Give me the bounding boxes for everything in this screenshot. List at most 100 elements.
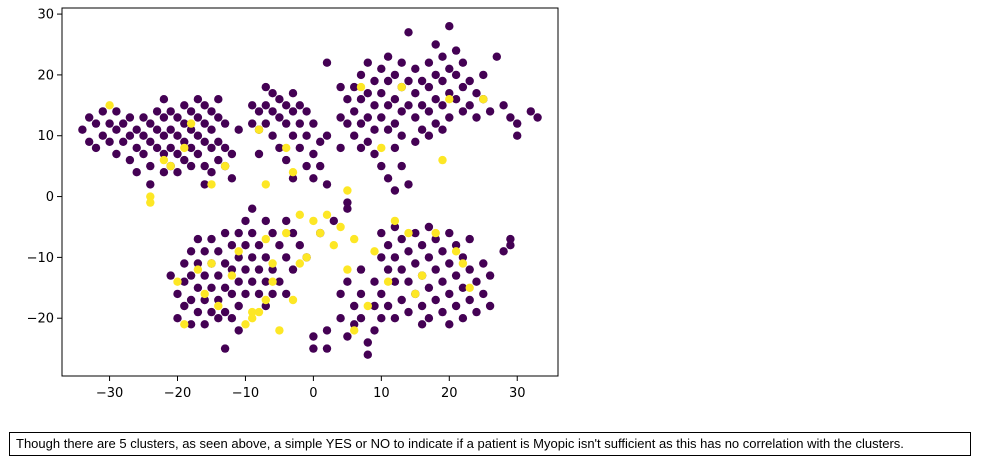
scatter-point-class_0 [227,314,237,323]
scatter-point-class_0 [343,119,352,128]
scatter-point-class_0 [451,301,461,311]
scatter-point-class_0 [465,101,474,110]
scatter-point-class_0 [112,149,121,159]
scatter-point-class_0 [193,283,203,292]
scatter-point-class_0 [248,277,257,286]
scatter-point-class_0 [227,241,237,250]
scatter-point-class_0 [417,125,427,134]
scatter-point-class_1 [241,320,250,329]
scatter-point-class_0 [431,234,440,244]
scatter-point-class_0 [370,125,379,134]
scatter-point-class_0 [166,271,175,280]
scatter-point-class_0 [186,247,196,256]
scatter-point-class_0 [350,301,359,311]
scatter-point-class_0 [383,301,393,311]
scatter-point-class_0 [343,332,352,341]
scatter-point-class_0 [404,28,413,37]
scatter-point-class_0 [343,277,352,286]
scatter-point-class_0 [119,137,128,146]
scatter-point-class_1 [207,259,216,268]
scatter-point-class_0 [200,101,209,110]
y-tick-label: −20 [27,312,54,327]
scatter-point-class_0 [343,198,352,207]
scatter-point-class_1 [451,247,461,256]
scatter-point-class_0 [336,82,345,92]
scatter-point-class_0 [390,186,400,195]
scatter-point-class_0 [152,143,162,153]
scatter-point-class_1 [166,161,175,171]
scatter-point-class_0 [309,174,318,183]
scatter-point-class_0 [465,76,474,86]
scatter-point-class_0 [370,101,379,110]
scatter-point-class_1 [370,247,379,256]
scatter-point-class_1 [214,301,223,311]
scatter-point-class_0 [220,283,230,292]
scatter-point-class_0 [499,247,508,256]
scatter-point-class_0 [152,125,162,134]
scatter-point-class_0 [200,180,209,189]
x-tick-label: 30 [509,386,526,401]
x-tick-label: 20 [441,386,458,401]
scatter-point-class_0 [411,137,420,146]
scatter-point-class_0 [309,344,318,353]
scatter-point-class_0 [479,259,488,268]
scatter-point-class_1 [227,271,237,280]
scatter-point-class_0 [295,119,304,128]
scatter-point-class_0 [288,228,298,238]
scatter-point-class_0 [377,228,386,238]
scatter-point-class_1 [180,320,189,329]
scatter-point-class_0 [363,113,372,122]
y-tick-label: 0 [46,190,54,205]
scatter-point-class_0 [207,234,216,244]
scatter-point-class_1 [350,234,359,244]
scatter-point-class_0 [132,143,141,153]
x-tick-label: 0 [309,386,317,401]
scatter-point-class_0 [390,95,400,104]
plot-area [61,7,559,377]
scatter-point-class_0 [227,149,237,159]
scatter-point-class_0 [98,131,108,140]
scatter-point-class_0 [186,161,196,171]
scatter-point-class_0 [370,149,379,159]
scatter-point-class_1 [438,155,447,165]
scatter-point-class_0 [282,119,291,128]
scatter-point-class_0 [91,119,101,128]
scatter-point-class_1 [411,289,420,299]
x-tick-label: −10 [232,386,259,401]
scatter-point-class_0 [431,40,440,49]
points-layer [78,22,542,359]
scatter-point-class_0 [295,241,304,250]
scatter-point-class_0 [159,95,169,104]
scatter-point-class_0 [465,234,474,244]
scatter-point-class_0 [254,289,264,299]
scatter-point-class_1 [146,192,155,201]
scatter-point-class_0 [417,101,427,110]
scatter-point-class_0 [146,161,155,171]
scatter-point-class_0 [336,113,345,122]
scatter-point-class_0 [166,107,175,116]
scatter-point-class_0 [370,301,379,311]
scatter-point-class_0 [343,204,352,213]
scatter-point-class_0 [370,326,379,335]
scatter-point-class_0 [343,95,352,104]
scatter-point-class_0 [180,137,189,146]
scatter-point-class_0 [159,149,169,159]
scatter-point-class_0 [417,241,427,250]
scatter-point-class_0 [112,107,121,116]
scatter-point-class_1 [336,222,345,232]
scatter-point-class_0 [288,89,298,98]
scatter-point-class_0 [227,174,237,183]
scatter-point-class_0 [445,89,454,98]
scatter-point-class_0 [336,314,345,323]
scatter-point-class_0 [200,137,209,146]
scatter-point-class_0 [445,259,454,268]
scatter-point-class_1 [261,295,270,305]
scatter-point-class_1 [309,216,318,226]
scatter-point-class_0 [390,70,400,80]
scatter-point-class_0 [472,113,481,122]
scatter-point-class_0 [424,58,434,67]
scatter-point-class_0 [207,107,216,116]
scatter-point-class_0 [417,76,427,86]
scatter-point-class_0 [424,82,434,92]
scatter-point-class_0 [377,289,386,299]
